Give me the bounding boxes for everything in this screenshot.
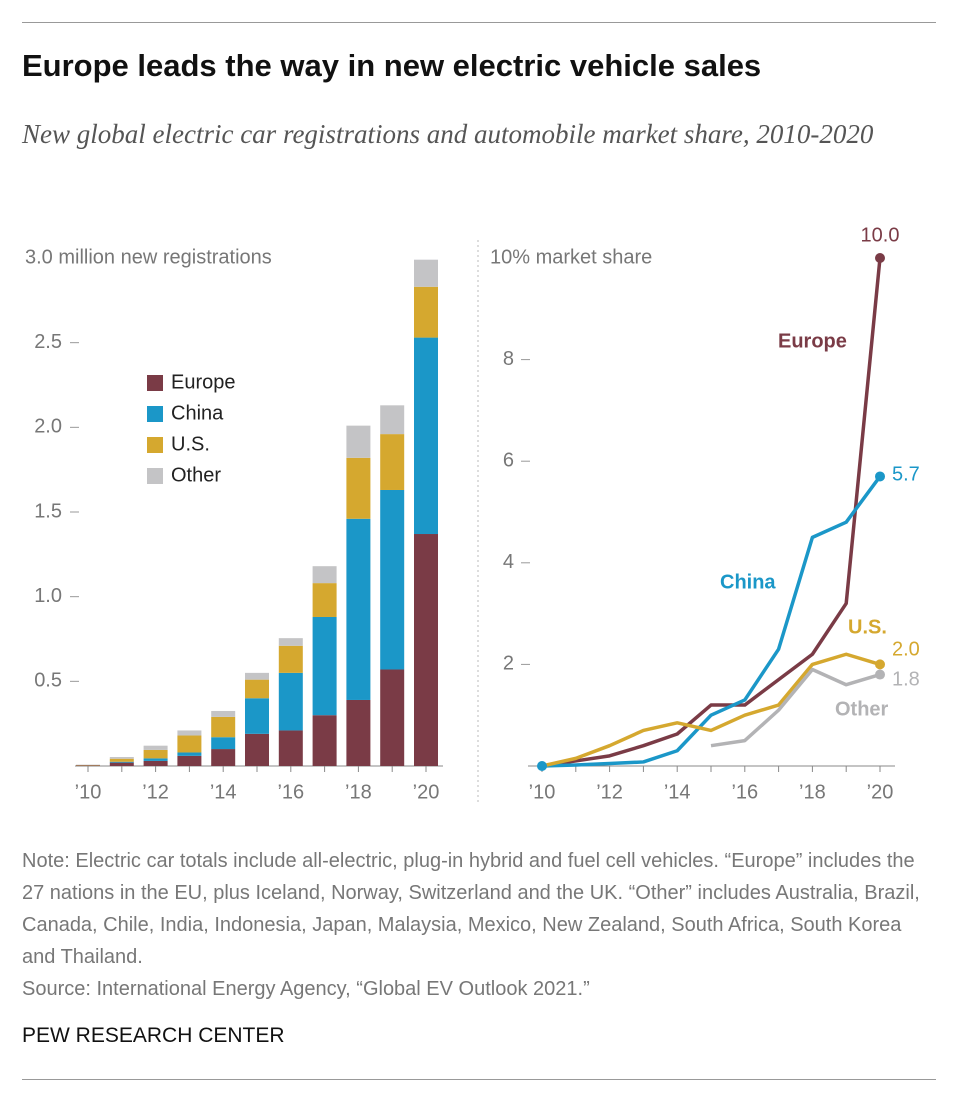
y-axis-top-label: 3.0 million new registrations xyxy=(25,246,272,268)
y-tick-label: 1.5 xyxy=(34,500,62,522)
end-point xyxy=(875,471,885,482)
bar-segment xyxy=(143,749,168,759)
y-tick-label: 1.0 xyxy=(34,585,62,607)
bar-segment xyxy=(312,583,337,617)
line xyxy=(541,475,882,768)
bar-segment xyxy=(278,672,303,731)
line xyxy=(710,667,881,748)
legend-swatch xyxy=(147,468,163,484)
legend-swatch xyxy=(147,406,163,422)
series-label: Other xyxy=(835,698,889,720)
y-axis-top-label: 10% market share xyxy=(490,246,652,268)
y-tick-label: 2.5 xyxy=(34,331,62,353)
bar-segment xyxy=(278,730,303,766)
source: Source: International Energy Agency, “Gl… xyxy=(22,978,590,1000)
y-tick-label: 2.0 xyxy=(34,416,62,438)
x-tick-label: ’14 xyxy=(664,781,691,803)
bar-segment xyxy=(278,638,303,646)
top-rule xyxy=(22,22,936,23)
bar-segment xyxy=(211,710,236,717)
bar-segment xyxy=(380,405,405,435)
bar-segment xyxy=(414,534,438,766)
legend-swatch xyxy=(147,375,163,391)
bar-segment xyxy=(177,735,202,753)
title: Europe leads the way in new electric veh… xyxy=(22,48,762,83)
bar-segment xyxy=(76,765,100,766)
bar-segment xyxy=(312,715,337,766)
bar-segment xyxy=(211,737,236,750)
bar-segment xyxy=(312,616,337,716)
bar-segment xyxy=(346,699,371,766)
bar-segment xyxy=(245,698,269,734)
bar-segment xyxy=(211,716,236,738)
x-tick-label: ’14 xyxy=(210,781,237,803)
bar-segment xyxy=(312,566,337,584)
bar-segment xyxy=(109,762,134,766)
y-tick-label: 0.5 xyxy=(34,670,62,692)
bar-segment xyxy=(177,755,202,766)
credit: PEW RESEARCH CENTER xyxy=(22,1024,285,1047)
end-point xyxy=(875,253,885,263)
value-label: 1.8 xyxy=(892,668,920,690)
legend-label: Other xyxy=(171,464,221,486)
series-label: Europe xyxy=(778,330,847,352)
bar-segment xyxy=(143,745,168,750)
bar-segment xyxy=(414,337,438,535)
series-label: U.S. xyxy=(848,616,887,638)
series-label: China xyxy=(720,571,776,593)
x-tick-label: ’18 xyxy=(345,781,372,803)
bar-segment xyxy=(211,749,236,766)
x-tick-label: ’20 xyxy=(867,781,894,803)
value-label: 5.7 xyxy=(892,463,920,485)
line xyxy=(541,652,881,768)
bar-segment xyxy=(414,259,438,287)
x-tick-label: ’10 xyxy=(529,781,556,803)
x-tick-label: ’10 xyxy=(75,781,102,803)
value-label: 2.0 xyxy=(892,638,920,660)
y-tick-label: 4 xyxy=(503,551,514,573)
bar-segment xyxy=(245,679,269,699)
y-tick-label: 6 xyxy=(503,449,514,471)
x-tick-label: ’16 xyxy=(731,781,758,803)
line xyxy=(541,257,882,768)
x-tick-label: ’12 xyxy=(142,781,169,803)
bar-segment xyxy=(346,518,371,700)
subtitle: New global electric car registrations an… xyxy=(22,119,874,149)
bottom-rule xyxy=(22,1079,936,1080)
bar-segment xyxy=(414,286,438,338)
y-tick-label: 8 xyxy=(503,348,514,370)
bar-segment xyxy=(380,669,405,766)
bar-segment xyxy=(143,758,168,761)
bar-segment xyxy=(109,758,134,762)
x-tick-label: ’20 xyxy=(413,781,440,803)
bar-segment xyxy=(143,760,168,766)
x-tick-label: ’18 xyxy=(799,781,826,803)
bar-segment xyxy=(109,761,134,763)
y-tick-label: 2 xyxy=(503,653,514,675)
bar-segment xyxy=(177,730,202,736)
legend-label: U.S. xyxy=(171,433,210,455)
bar-segment xyxy=(245,733,269,766)
start-point xyxy=(537,761,547,771)
bar-segment xyxy=(278,645,303,673)
end-point xyxy=(875,669,885,680)
bar-segment xyxy=(346,425,371,458)
bar-segment xyxy=(177,752,202,756)
bar-segment xyxy=(380,434,405,490)
note: Note: Electric car totals include all-el… xyxy=(22,850,920,968)
legend-label: Europe xyxy=(171,371,236,393)
end-point xyxy=(875,659,885,670)
bar-segment xyxy=(380,489,405,670)
legend-label: China xyxy=(171,402,224,424)
bar-segment xyxy=(245,672,269,680)
x-tick-label: ’16 xyxy=(277,781,304,803)
bar-segment xyxy=(346,457,371,519)
notes: Note: Electric car totals include all-el… xyxy=(22,845,937,1005)
legend-swatch xyxy=(147,437,163,453)
value-label: 10.0 xyxy=(861,224,900,246)
x-tick-label: ’12 xyxy=(596,781,623,803)
bar-segment xyxy=(109,757,134,759)
